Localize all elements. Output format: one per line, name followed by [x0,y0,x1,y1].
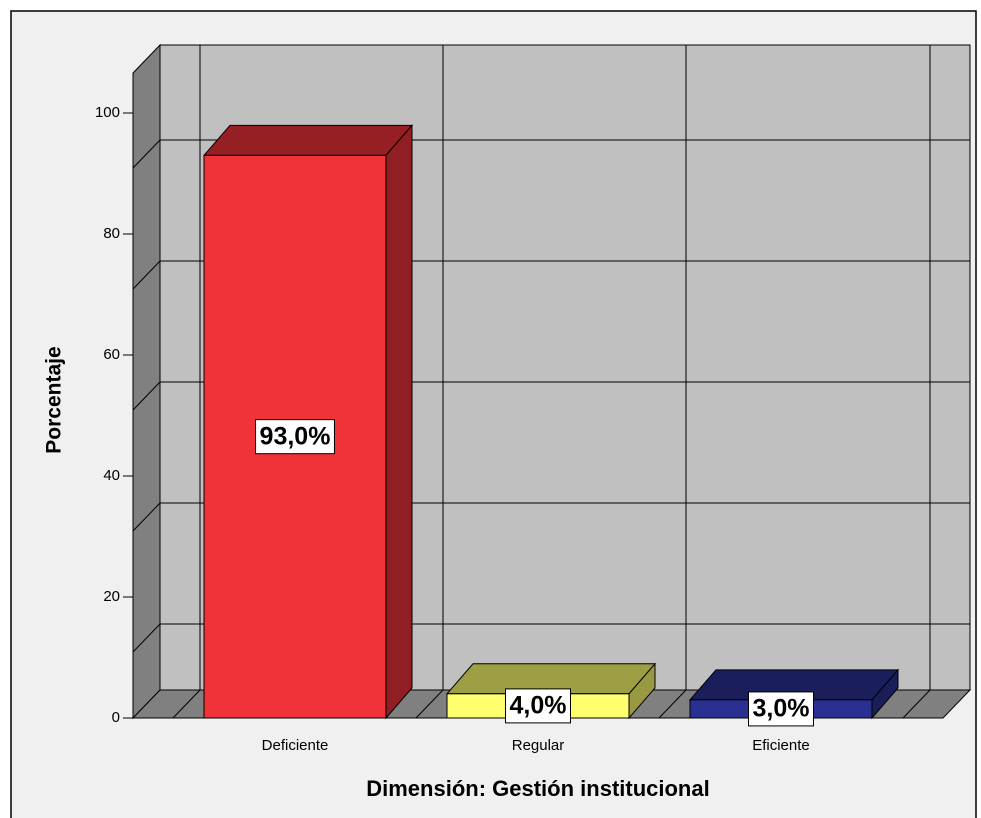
bar-side [385,124,413,720]
side-wall [132,43,161,720]
value-label: 3,0% [753,695,810,723]
y-tick-label: 40 [103,467,120,484]
value-label: 4,0% [510,692,567,720]
value-label-box [255,419,335,455]
grid-line [132,139,161,169]
y-tick-label: 0 [112,709,120,726]
y-tick-label: 100 [95,104,120,121]
y-tick-label: 80 [103,225,120,242]
grid-line [132,623,161,653]
grid-line [132,260,161,290]
bar-top [202,124,414,156]
x-tick-label: Eficiente [752,737,810,754]
y-tick-label: 60 [103,346,120,363]
vertical-grid [172,45,931,719]
value-label-box [748,691,814,727]
x-axis-label: Dimensión: Gestión institucional [366,776,709,801]
grid-line [132,381,161,411]
y-tick-label: 20 [103,588,120,605]
grid-line [132,502,161,532]
x-tick-label: Regular [512,737,565,754]
value-label-box [505,688,571,724]
value-label: 93,0% [260,422,331,450]
y-axis-label: Porcentaje [43,346,66,453]
x-tick-label: Deficiente [262,737,329,754]
